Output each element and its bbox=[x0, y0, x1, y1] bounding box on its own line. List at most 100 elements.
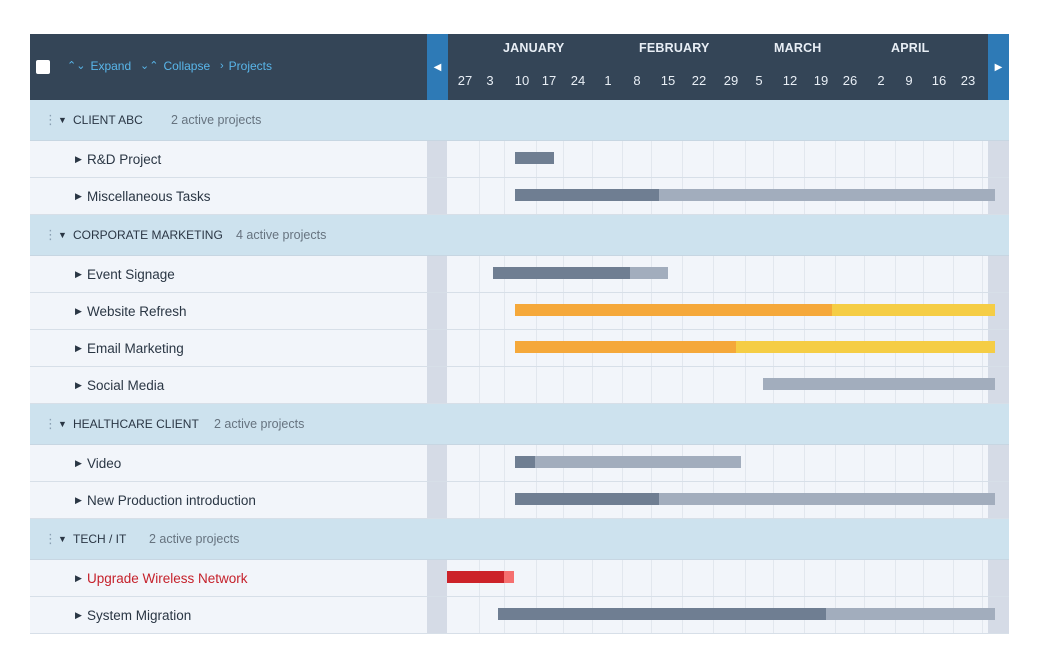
group-row[interactable]: ⋮ ▼ CORPORATE MARKETING 4 active projects bbox=[30, 215, 1009, 256]
task-name[interactable]: Event Signage bbox=[87, 266, 175, 282]
task-row[interactable]: ▶ Email Marketing bbox=[30, 330, 1009, 367]
task-bar[interactable] bbox=[515, 152, 554, 164]
task-bar[interactable] bbox=[447, 571, 514, 583]
week-label: 29 bbox=[723, 73, 739, 88]
task-row[interactable]: ▶ Social Media bbox=[30, 367, 1009, 404]
task-bar[interactable] bbox=[493, 267, 668, 279]
group-row[interactable]: ⋮ ▼ TECH / IT 2 active projects bbox=[30, 519, 1009, 560]
bar-progress bbox=[498, 608, 827, 620]
grid-line bbox=[982, 560, 983, 596]
timeline-edge bbox=[427, 482, 447, 518]
grid-line bbox=[745, 560, 746, 596]
grid-line bbox=[713, 560, 714, 596]
task-name[interactable]: R&D Project bbox=[87, 151, 162, 167]
grid-line bbox=[504, 293, 505, 329]
week-label: 10 bbox=[514, 73, 530, 88]
caret-down-icon[interactable]: ▼ bbox=[58, 534, 67, 544]
caret-right-icon[interactable]: ▶ bbox=[75, 572, 82, 583]
task-name[interactable]: System Migration bbox=[87, 607, 192, 623]
group-row[interactable]: ⋮ ▼ CLIENT ABC 2 active projects bbox=[30, 100, 1009, 141]
grid-line bbox=[982, 256, 983, 292]
caret-down-icon[interactable]: ▼ bbox=[58, 419, 67, 429]
drag-handle-icon[interactable]: ⋮ bbox=[44, 227, 57, 242]
bar-progress bbox=[515, 493, 659, 505]
task-name[interactable]: Miscellaneous Tasks bbox=[87, 188, 211, 204]
grid-line bbox=[479, 445, 480, 481]
grid-line bbox=[536, 560, 537, 596]
week-label: 26 bbox=[842, 73, 858, 88]
timeline-edge bbox=[427, 141, 447, 177]
grid-line bbox=[923, 560, 924, 596]
grid-line bbox=[804, 256, 805, 292]
grid-line bbox=[713, 256, 714, 292]
task-row[interactable]: ▶ System Migration bbox=[30, 597, 1009, 634]
grid-line bbox=[622, 560, 623, 596]
drag-handle-icon[interactable]: ⋮ bbox=[44, 112, 57, 127]
task-bar[interactable] bbox=[515, 304, 995, 316]
drag-handle-icon[interactable]: ⋮ bbox=[44, 531, 57, 546]
task-bar[interactable] bbox=[515, 189, 995, 201]
task-bar[interactable] bbox=[515, 341, 995, 353]
grid-line bbox=[536, 367, 537, 403]
grid-line bbox=[953, 445, 954, 481]
grid-line bbox=[864, 256, 865, 292]
collapse-label: Collapse bbox=[163, 59, 211, 73]
task-bar[interactable] bbox=[763, 378, 995, 390]
task-row[interactable]: ▶ Upgrade Wireless Network bbox=[30, 560, 1009, 597]
caret-right-icon[interactable]: ▶ bbox=[75, 342, 82, 353]
task-row[interactable]: ▶ Miscellaneous Tasks bbox=[30, 178, 1009, 215]
grid-line bbox=[953, 256, 954, 292]
bar-progress bbox=[515, 152, 554, 164]
task-bar[interactable] bbox=[515, 456, 741, 468]
caret-right-icon[interactable]: ▶ bbox=[75, 268, 82, 279]
bar-remaining bbox=[535, 456, 741, 468]
caret-down-icon[interactable]: ▼ bbox=[58, 230, 67, 240]
gantt-body: ⋮ ▼ CLIENT ABC 2 active projects ▶ R&D Projec… bbox=[30, 100, 1009, 634]
task-name[interactable]: Video bbox=[87, 455, 122, 471]
group-label: ⋮ ▼ TECH / IT 2 active projects bbox=[30, 519, 427, 559]
task-row[interactable]: ▶ New Production introduction bbox=[30, 482, 1009, 519]
caret-right-icon[interactable]: ▶ bbox=[75, 379, 82, 390]
group-name: TECH / IT bbox=[73, 532, 127, 546]
task-row[interactable]: ▶ Website Refresh bbox=[30, 293, 1009, 330]
caret-right-icon[interactable]: ▶ bbox=[75, 153, 82, 164]
week-label: 1 bbox=[604, 73, 612, 88]
task-bar[interactable] bbox=[498, 608, 995, 620]
caret-down-icon[interactable]: ▼ bbox=[58, 115, 67, 125]
task-row[interactable]: ▶ Video bbox=[30, 445, 1009, 482]
task-row[interactable]: ▶ Event Signage bbox=[30, 256, 1009, 293]
task-name[interactable]: Website Refresh bbox=[87, 303, 187, 319]
grid-line bbox=[804, 445, 805, 481]
select-all-checkbox[interactable] bbox=[36, 60, 50, 74]
group-row[interactable]: ⋮ ▼ HEALTHCARE CLIENT 2 active projects bbox=[30, 404, 1009, 445]
task-name[interactable]: Upgrade Wireless Network bbox=[87, 570, 248, 586]
grid-line bbox=[563, 560, 564, 596]
task-bar[interactable] bbox=[515, 493, 995, 505]
expand-button[interactable]: ⌃⌄ Expand bbox=[67, 59, 131, 73]
caret-right-icon[interactable]: ▶ bbox=[75, 457, 82, 468]
gantt-header: ⌃⌄ Expand ⌄⌃ Collapse › Projects ◀ ▶ JAN… bbox=[30, 34, 1009, 100]
drag-handle-icon[interactable]: ⋮ bbox=[44, 416, 57, 431]
grid-line bbox=[479, 367, 480, 403]
caret-right-icon[interactable]: ▶ bbox=[75, 190, 82, 201]
timeline-next-button[interactable]: ▶ bbox=[988, 34, 1009, 100]
month-label: MARCH bbox=[774, 41, 822, 55]
grid-line bbox=[923, 256, 924, 292]
caret-right-icon[interactable]: ▶ bbox=[75, 609, 82, 620]
projects-button[interactable]: › Projects bbox=[220, 59, 272, 73]
caret-right-icon[interactable]: ▶ bbox=[75, 494, 82, 505]
task-name[interactable]: Email Marketing bbox=[87, 340, 184, 356]
task-row[interactable]: ▶ R&D Project bbox=[30, 141, 1009, 178]
timeline-edge bbox=[988, 293, 1009, 329]
caret-right-icon[interactable]: ▶ bbox=[75, 305, 82, 316]
collapse-icon: ⌄⌃ bbox=[140, 60, 159, 72]
group-count: 4 active projects bbox=[236, 228, 327, 242]
task-name[interactable]: New Production introduction bbox=[87, 492, 256, 508]
bar-remaining bbox=[826, 608, 995, 620]
group-count: 2 active projects bbox=[214, 417, 305, 431]
task-name[interactable]: Social Media bbox=[87, 377, 165, 393]
task-timeline bbox=[427, 330, 1009, 366]
group-name: HEALTHCARE CLIENT bbox=[73, 417, 199, 431]
timeline-prev-button[interactable]: ◀ bbox=[427, 34, 448, 100]
collapse-button[interactable]: ⌄⌃ Collapse bbox=[140, 59, 210, 73]
